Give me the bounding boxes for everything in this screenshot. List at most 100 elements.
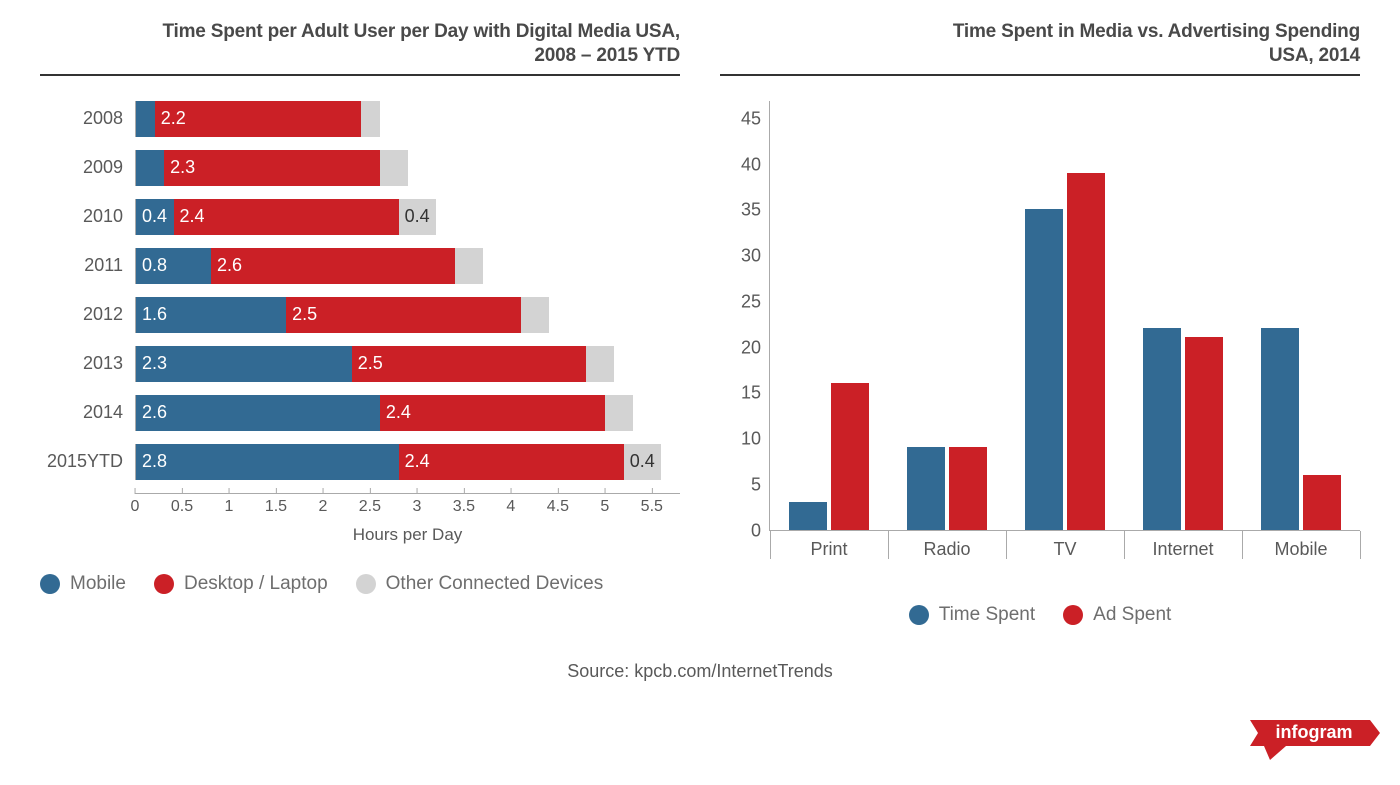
y-tick: 10 — [741, 429, 761, 450]
hbar-row: 20142.62.4 — [40, 395, 680, 431]
hbar-seg-other — [361, 101, 380, 137]
hbar-seg-desktop: 2.2 — [155, 101, 361, 137]
x-tick: 4.5 — [547, 494, 569, 516]
right-chart-panel: Time Spent in Media vs. Advertising Spen… — [720, 20, 1360, 626]
hbar-seg-mobile: 2.6 — [136, 395, 380, 431]
x-category-label: Mobile — [1274, 539, 1327, 560]
x-separator — [1242, 531, 1243, 559]
hbar-seg-other — [586, 346, 614, 382]
right-chart-area: 051015202530354045 PrintRadioTVInternetM… — [720, 101, 1360, 576]
legend-label: Desktop / Laptop — [184, 573, 328, 595]
vbar-ad-spent — [1303, 475, 1341, 530]
x-tick: 3 — [412, 494, 421, 516]
hbar-row: 2015YTD2.82.40.4 — [40, 444, 680, 480]
vbar-time-spent — [1025, 209, 1063, 529]
hbar-seg-other — [380, 150, 408, 186]
right-x-axis: PrintRadioTVInternetMobile — [770, 531, 1360, 576]
hbar-seg-mobile — [136, 150, 164, 186]
hbar-year-label: 2012 — [40, 304, 135, 325]
hbar-year-label: 2015YTD — [40, 451, 135, 472]
hbar-track: 2.3 — [135, 150, 680, 186]
legend-item: Desktop / Laptop — [154, 573, 328, 595]
hbar-seg-mobile: 2.8 — [136, 444, 399, 480]
right-chart-title: Time Spent in Media vs. Advertising Spen… — [720, 20, 1360, 76]
y-tick: 45 — [741, 108, 761, 129]
logo-text: infogram — [1275, 722, 1352, 742]
legend-item: Other Connected Devices — [356, 573, 604, 595]
legend-label: Time Spent — [939, 604, 1035, 626]
left-x-axis-label: Hours per Day — [135, 525, 680, 545]
legend-item: Ad Spent — [1063, 604, 1171, 626]
vbar-time-spent — [1261, 328, 1299, 529]
legend-swatch — [1063, 605, 1083, 625]
legend-item: Mobile — [40, 573, 126, 595]
hbar-seg-mobile: 0.4 — [136, 199, 174, 235]
hbar-seg-desktop: 2.4 — [380, 395, 605, 431]
vbar-ad-spent — [1185, 337, 1223, 529]
x-tick: 2.5 — [359, 494, 381, 516]
right-legend: Time Spent Ad Spent — [720, 604, 1360, 626]
hbar-year-label: 2010 — [40, 206, 135, 227]
left-chart-title: Time Spent per Adult User per Day with D… — [40, 20, 680, 76]
x-tick: 1.5 — [265, 494, 287, 516]
x-tick: 2 — [318, 494, 327, 516]
infogram-logo: infogram — [1250, 714, 1380, 767]
x-tick: 5 — [600, 494, 609, 516]
hbar-row: 20082.2 — [40, 101, 680, 137]
hbar-year-label: 2011 — [40, 255, 135, 276]
y-tick: 20 — [741, 337, 761, 358]
hbar-row: 20121.62.5 — [40, 297, 680, 333]
y-tick: 15 — [741, 383, 761, 404]
hbar-seg-mobile: 1.6 — [136, 297, 286, 333]
right-title-line2: USA, 2014 — [1269, 45, 1360, 66]
hbar-row: 20132.32.5 — [40, 346, 680, 382]
left-title-line1: Time Spent per Adult User per Day with D… — [162, 21, 680, 42]
legend-item: Time Spent — [909, 604, 1035, 626]
hbar-seg-other: 0.4 — [624, 444, 662, 480]
hbar-track: 0.82.6 — [135, 248, 680, 284]
vbar-group — [789, 383, 869, 529]
x-tick: 1 — [225, 494, 234, 516]
hbar-track: 2.2 — [135, 101, 680, 137]
x-tick: 0.5 — [171, 494, 193, 516]
vbar-time-spent — [1143, 328, 1181, 529]
hbar-seg-other: 0.4 — [399, 199, 437, 235]
vbar-ad-spent — [831, 383, 869, 529]
x-category-label: TV — [1053, 539, 1076, 560]
legend-swatch — [154, 574, 174, 594]
right-y-axis: 051015202530354045 — [720, 101, 770, 531]
vbar-ad-spent — [1067, 173, 1105, 530]
left-chart-panel: Time Spent per Adult User per Day with D… — [40, 20, 680, 626]
y-tick: 30 — [741, 246, 761, 267]
hbar-seg-desktop: 2.6 — [211, 248, 455, 284]
hbar-track: 1.62.5 — [135, 297, 680, 333]
vbar-ad-spent — [949, 447, 987, 529]
legend-swatch — [356, 574, 376, 594]
x-category-label: Radio — [923, 539, 970, 560]
hbar-seg-mobile: 2.3 — [136, 346, 352, 382]
hbar-track: 0.42.40.4 — [135, 199, 680, 235]
x-separator — [888, 531, 889, 559]
x-separator — [1006, 531, 1007, 559]
hbar-row: 20100.42.40.4 — [40, 199, 680, 235]
legend-label: Mobile — [70, 573, 126, 595]
hbar-seg-desktop: 2.5 — [286, 297, 520, 333]
hbar-year-label: 2014 — [40, 402, 135, 423]
hbar-seg-other — [521, 297, 549, 333]
right-title-line1: Time Spent in Media vs. Advertising Spen… — [953, 21, 1360, 42]
hbar-year-label: 2013 — [40, 353, 135, 374]
x-tick: 0 — [131, 494, 140, 516]
hbar-seg-other — [455, 248, 483, 284]
hbar-seg-mobile: 0.8 — [136, 248, 211, 284]
x-separator — [770, 531, 771, 559]
vbar-group — [907, 447, 987, 529]
x-category-label: Internet — [1152, 539, 1213, 560]
hbar-track: 2.32.5 — [135, 346, 680, 382]
y-tick: 5 — [751, 474, 761, 495]
hbar-seg-desktop: 2.4 — [399, 444, 624, 480]
hbar-year-label: 2009 — [40, 157, 135, 178]
x-separator — [1124, 531, 1125, 559]
x-tick: 4 — [506, 494, 515, 516]
hbar-seg-mobile — [136, 101, 155, 137]
vbar-group — [1025, 173, 1105, 530]
